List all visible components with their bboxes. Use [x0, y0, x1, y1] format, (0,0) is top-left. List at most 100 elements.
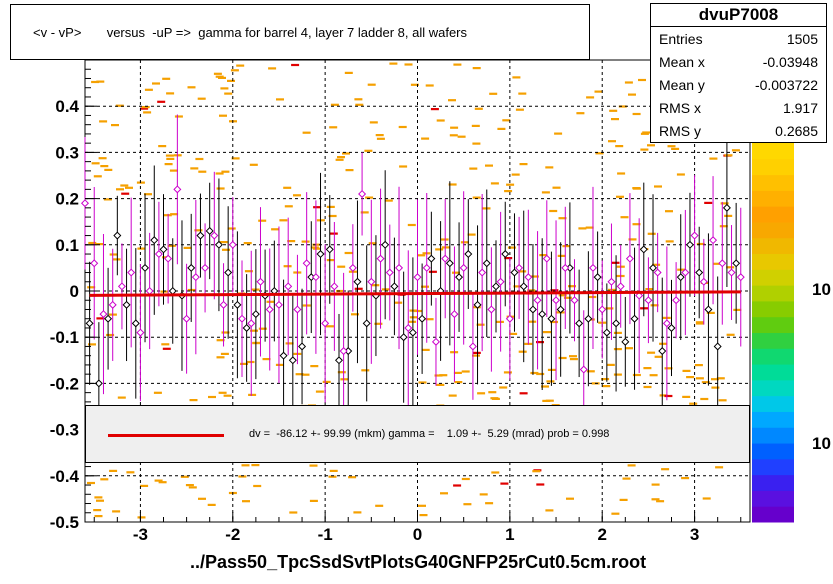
histogram-cell	[472, 142, 481, 145]
data-point	[533, 296, 542, 305]
histogram-cell	[543, 331, 551, 334]
histogram-cell	[609, 109, 618, 112]
histogram-cell	[463, 503, 472, 506]
histogram-cell	[399, 165, 408, 168]
histogram-cell	[647, 232, 656, 235]
histogram-cell	[461, 477, 470, 481]
histogram-cell	[430, 108, 439, 111]
histogram-cell	[550, 289, 559, 292]
histogram-cell	[216, 187, 225, 190]
histogram-cell	[371, 284, 380, 287]
histogram-cell	[244, 270, 253, 273]
histogram-cell	[117, 396, 126, 399]
histogram-cell	[404, 63, 413, 66]
data-point	[256, 277, 265, 286]
histogram-cell	[364, 149, 373, 152]
palette-cell	[752, 253, 794, 270]
stats-row-mean-x: Mean x -0.03948	[651, 50, 826, 73]
histogram-cell	[616, 195, 624, 198]
histogram-cell	[345, 169, 354, 172]
histogram-cell	[421, 285, 429, 288]
x-tick-label: 3	[690, 525, 699, 544]
data-point	[644, 296, 653, 305]
histogram-cell	[545, 399, 554, 402]
histogram-cell	[121, 192, 130, 195]
histogram-cell	[421, 137, 430, 140]
stats-row-entries: Entries 1505	[651, 27, 826, 50]
data-point	[505, 314, 514, 323]
histogram-cell	[285, 342, 294, 345]
stats-key: RMS x	[659, 100, 701, 116]
histogram-cell	[485, 164, 493, 167]
data-point	[233, 300, 242, 309]
data-point	[321, 319, 330, 328]
palette-cell	[752, 490, 794, 507]
palette-cell	[752, 206, 794, 223]
histogram-cell	[536, 341, 544, 344]
data-point	[210, 231, 219, 240]
histogram-cell	[190, 167, 199, 170]
histogram-cell	[515, 108, 524, 111]
data-point	[85, 319, 94, 328]
histogram-cell	[602, 385, 611, 388]
histogram-cell	[613, 348, 622, 351]
histogram-cell	[601, 378, 610, 381]
data-point	[709, 236, 718, 245]
data-point	[90, 259, 99, 268]
histogram-cell	[713, 262, 722, 265]
x-tick-label: 0	[413, 525, 422, 544]
stats-key: Mean y	[659, 77, 705, 93]
data-point	[718, 259, 727, 268]
data-point	[302, 259, 311, 268]
histogram-cell	[554, 132, 563, 135]
stats-row-mean-y: Mean y -0.003722	[651, 73, 826, 96]
data-point	[224, 268, 233, 277]
histogram-cell	[530, 275, 539, 278]
histogram-cell	[143, 111, 152, 114]
histogram-cell	[329, 232, 338, 235]
histogram-cell	[410, 83, 419, 86]
histogram-cell	[96, 499, 104, 502]
histogram-cell	[718, 399, 727, 402]
data-point	[191, 273, 200, 282]
histogram-cell	[222, 248, 230, 251]
histogram-cell	[125, 186, 133, 189]
histogram-cell	[340, 378, 349, 381]
data-point	[136, 328, 145, 337]
fit-legend-box: dv = -86.12 +- 99.99 (mkm) gamma = 1.09 …	[85, 405, 750, 463]
histogram-cell	[268, 67, 277, 70]
histogram-cell	[275, 363, 284, 366]
histogram-cell	[326, 259, 335, 262]
histogram-cell	[606, 363, 615, 366]
stats-value: 0.2685	[775, 123, 818, 139]
histogram-cell	[541, 385, 549, 388]
histogram-cell	[185, 484, 194, 487]
histogram-cell	[154, 479, 163, 482]
data-point	[113, 231, 122, 240]
histogram-cell	[408, 320, 417, 323]
data-point	[445, 259, 454, 268]
histogram-cell	[485, 502, 494, 505]
data-point	[265, 305, 274, 314]
histogram-cell	[625, 347, 633, 350]
data-point	[556, 305, 565, 314]
histogram-cell	[252, 341, 261, 344]
histogram-cell	[328, 214, 337, 218]
histogram-cell	[640, 132, 649, 135]
histogram-cell	[360, 211, 369, 214]
data-point	[348, 263, 357, 272]
histogram-cell	[472, 196, 481, 199]
histogram-cell	[417, 254, 426, 257]
histogram-cell	[189, 399, 198, 402]
histogram-cell	[428, 270, 437, 273]
stats-key: Entries	[659, 31, 703, 47]
histogram-cell	[453, 484, 462, 487]
histogram-cell	[336, 289, 345, 293]
data-point	[358, 189, 367, 198]
histogram-cell	[546, 380, 555, 383]
histogram-cell	[153, 391, 162, 394]
histogram-cell	[238, 475, 247, 478]
histogram-cell	[271, 228, 280, 231]
histogram-cell	[158, 145, 167, 148]
histogram-cell	[94, 496, 103, 499]
